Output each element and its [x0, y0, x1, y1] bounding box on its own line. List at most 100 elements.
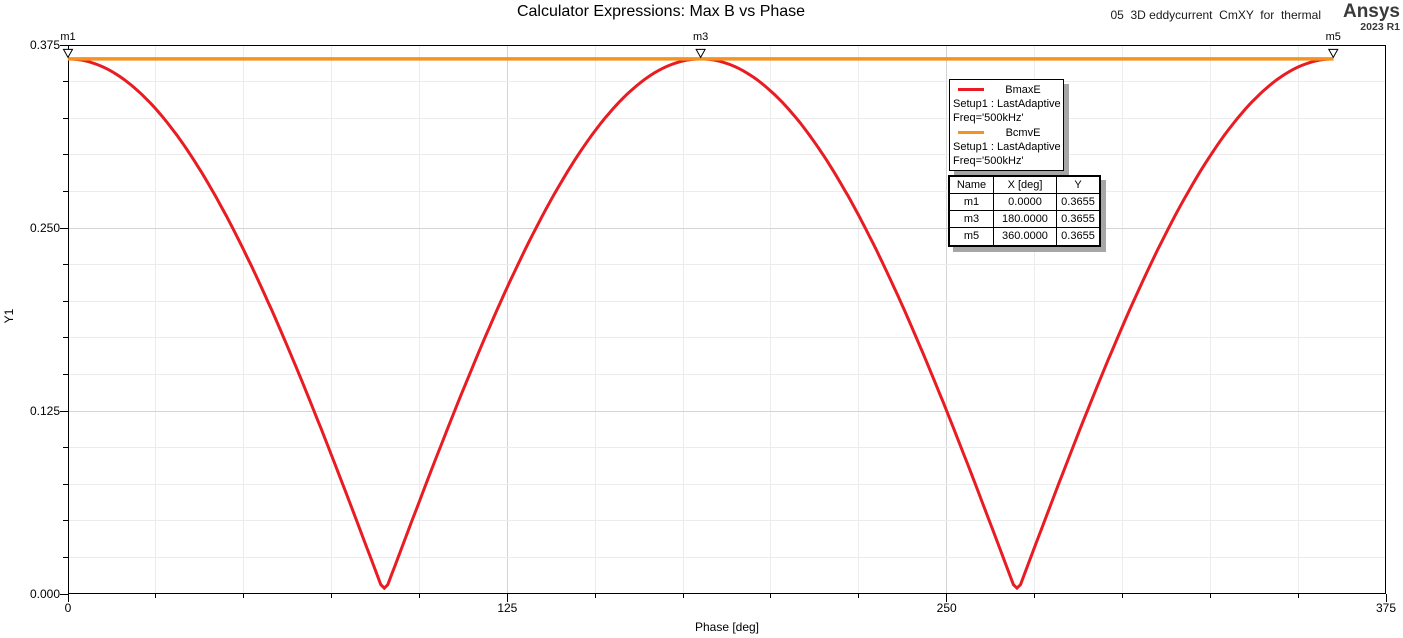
y-minor-tick [63, 337, 68, 339]
gridline-y-major [69, 227, 1385, 229]
x-minor-tick [1297, 594, 1299, 598]
y-minor-tick [63, 556, 68, 558]
y-tick-label: 0.125 [29, 404, 60, 418]
gridline-y-minor [69, 520, 1385, 522]
x-tick-label: 125 [497, 601, 518, 615]
legend-series-name: BcmvE [1005, 126, 1041, 139]
y-minor-tick [63, 264, 68, 266]
x-minor-tick [682, 594, 684, 598]
legend-sub-line-1: Freq='500kHz' [953, 112, 1024, 124]
gridline-y-minor [69, 373, 1385, 375]
x-minor-tick [331, 594, 333, 598]
y-minor-tick [63, 483, 68, 485]
x-minor-tick [858, 594, 860, 598]
legend-line-sample [958, 131, 984, 134]
gridline-x-minor [594, 46, 596, 593]
gridline-x-minor [682, 46, 684, 593]
gridline-y-minor [69, 117, 1385, 119]
gridline-y-minor [69, 483, 1385, 485]
y-minor-tick [63, 154, 68, 156]
y-major-tick [60, 593, 68, 595]
gridline-y-minor [69, 556, 1385, 558]
legend-entry-bcmve[interactable]: BcmvE Setup1 : LastAdaptive Freq='500kHz' [953, 125, 1061, 168]
x-major-tick [1385, 594, 1387, 602]
x-minor-tick [243, 594, 245, 598]
legend-sub-line-0: Setup1 : LastAdaptive [953, 98, 1061, 110]
gridline-x-minor [1034, 46, 1036, 593]
y-tick-label: 0.250 [29, 221, 60, 235]
marker-table-header-cell: X [deg] [994, 177, 1057, 194]
gridline-x-minor [1297, 46, 1299, 593]
ansys-logo: Ansys 2023 R1 [1343, 2, 1400, 33]
y-minor-tick [63, 447, 68, 449]
marker-m3-label: m3 [692, 31, 709, 43]
y-major-tick [60, 44, 68, 46]
marker-table-cell: m1 [950, 194, 994, 211]
legend-entry-header: BcmvE [953, 125, 1060, 140]
marker-table-cell: 360.0000 [994, 228, 1057, 245]
x-axis-title: Phase [deg] [694, 620, 760, 634]
gridline-x-minor [155, 46, 157, 593]
gridline-x-minor [858, 46, 860, 593]
marker-table-cell: m5 [950, 228, 994, 245]
ansys-logo-text: Ansys [1342, 1, 1400, 22]
x-minor-tick [1121, 594, 1123, 598]
marker-table-cell: 0.3655 [1057, 194, 1099, 211]
y-axis-title: Y1 [2, 308, 16, 324]
legend-line-sample [958, 88, 984, 91]
y-tick-label: 0.375 [29, 38, 60, 52]
marker-table-cell: m3 [950, 211, 994, 228]
marker-table-cell: 0.3655 [1057, 211, 1099, 228]
gridline-x-minor [1121, 46, 1123, 593]
marker-table-cell: 180.0000 [994, 211, 1057, 228]
legend-entry-bmaxe[interactable]: BmaxE Setup1 : LastAdaptive Freq='500kHz' [953, 82, 1061, 125]
gridline-x-major [946, 46, 948, 593]
legend-box[interactable]: BmaxE Setup1 : LastAdaptive Freq='500kHz' B… [949, 79, 1064, 171]
gridline-y-minor [69, 190, 1385, 192]
x-minor-tick [770, 594, 772, 598]
gridline-y-minor [69, 81, 1385, 83]
legend-entry-header: BmaxE [953, 82, 1060, 97]
y-minor-tick [63, 300, 68, 302]
x-major-tick [946, 594, 948, 602]
legend-sub-line-1: Freq='500kHz' [953, 155, 1024, 167]
ansys-logo-version: 2023 R1 [1360, 21, 1400, 33]
x-minor-tick [418, 594, 420, 598]
y-minor-tick [63, 520, 68, 522]
x-tick-label: 375 [1375, 601, 1397, 615]
x-tick-label: 250 [936, 601, 957, 615]
legend-series-name: BmaxE [1005, 83, 1041, 96]
design-watermark: 05 3D eddycurrent CmXY for thermal [1110, 8, 1321, 22]
y-minor-tick [63, 190, 68, 192]
y-major-tick [60, 410, 68, 412]
y-tick-label: 0.000 [29, 587, 60, 601]
marker-table-header-cell: Y [1057, 177, 1099, 194]
y-minor-tick [63, 117, 68, 119]
gridline-x-minor [418, 46, 420, 593]
x-minor-tick [594, 594, 596, 598]
x-tick-label: 0 [64, 601, 72, 615]
y-minor-tick [63, 373, 68, 375]
gridline-x-minor [243, 46, 245, 593]
x-minor-tick [1034, 594, 1036, 598]
gridline-x-major [506, 46, 508, 593]
marker-table-cell: 0.0000 [994, 194, 1057, 211]
marker-table-cell: 0.3655 [1061, 230, 1095, 242]
gridline-y-minor [69, 337, 1385, 339]
gridline-x-minor [331, 46, 333, 593]
gridline-y-minor [69, 154, 1385, 156]
x-major-tick [506, 594, 508, 602]
plot-title: Calculator Expressions: Max B vs Phase [516, 3, 806, 20]
gridline-x-minor [770, 46, 772, 593]
marker-m1-label: m1 [60, 31, 76, 43]
gridline-x-minor [1209, 46, 1211, 593]
y-minor-tick [63, 81, 68, 83]
gridline-y-major [69, 410, 1385, 412]
marker-m5-label: m5 [1325, 31, 1341, 43]
x-minor-tick [155, 594, 157, 598]
x-major-tick [67, 594, 69, 602]
plot-area[interactable] [68, 45, 1386, 594]
x-minor-tick [1209, 594, 1211, 598]
